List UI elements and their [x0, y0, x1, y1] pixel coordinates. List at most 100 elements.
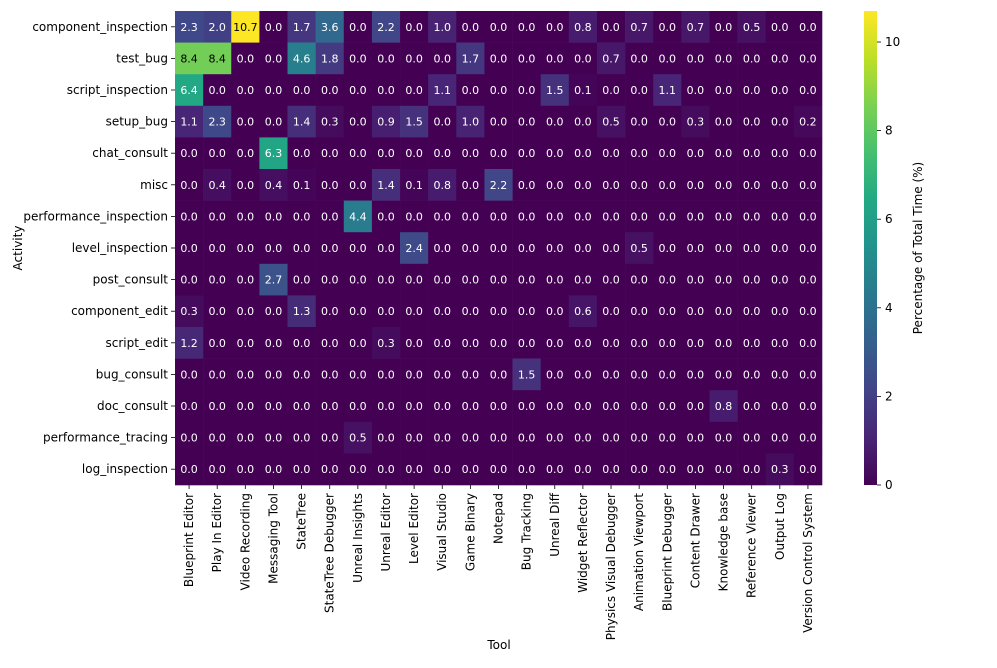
heatmap-cell-script-inspection-play-in-editor [203, 74, 232, 107]
heatmap-cell-level-inspection-reference-viewer [737, 232, 767, 265]
heatmap-cell-component-inspection-physics-visual-debugger [596, 11, 626, 43]
colorbar-tick-label: 10 [885, 35, 900, 49]
heatmap-cell-level-inspection-widget-reflector [568, 232, 598, 265]
heatmap-cell-doc-consult-content-drawer [681, 390, 710, 423]
heatmap-cell-label: 10.7 [233, 21, 258, 34]
heatmap-cell-label: 0.0 [462, 400, 480, 413]
heatmap-cell-component-edit-reference-viewer [737, 295, 767, 328]
heatmap-cell-label: 0.0 [799, 400, 817, 413]
heatmap-cell-label: 0.0 [405, 21, 423, 34]
heatmap-cell-label: 2.2 [490, 179, 508, 192]
heatmap-cell-script-edit-game-binary [456, 327, 485, 359]
heatmap-cell-bug-consult-visual-studio [428, 358, 457, 391]
heatmap-cell-log-inspection-reference-viewer [737, 453, 767, 486]
heatmap-cell-setup-bug-play-in-editor [203, 105, 232, 138]
y-tick-label-doc-consult: doc_consult [97, 399, 168, 413]
heatmap-cell-label: 0.0 [659, 274, 677, 287]
heatmap-cell-test-bug-unreal-editor [371, 42, 401, 75]
heatmap-cell-post-consult-output-log [765, 263, 795, 296]
heatmap-cell-label: 0.0 [630, 116, 648, 129]
heatmap-cell-label: 2.7 [265, 274, 283, 287]
heatmap-cell-doc-consult-output-log [765, 390, 795, 423]
heatmap-cell-log-inspection-unreal-diff [540, 453, 570, 486]
heatmap-cell-misc-unreal-insights [343, 169, 373, 201]
heatmap-cell-performance-tracing-game-binary [456, 421, 485, 454]
heatmap-cell-label: 0.8 [574, 21, 592, 34]
heatmap-cell-chat-consult-bug-tracking [512, 137, 541, 170]
heatmap-cell-label: 0.0 [659, 210, 677, 223]
heatmap-cell-component-edit-level-editor [400, 295, 429, 328]
heatmap-cell-doc-consult-animation-viewport [625, 390, 654, 423]
heatmap-cell-post-consult-unreal-editor [371, 263, 401, 296]
y-tick-label-performance-tracing: performance_tracing [43, 431, 168, 445]
heatmap-cell-label: 0.0 [546, 210, 564, 223]
heatmap-cell-label: 0.0 [321, 305, 339, 318]
heatmap-cell-label: 0.0 [799, 84, 817, 97]
heatmap-cell-component-inspection-knowledge-base [709, 11, 738, 43]
heatmap-cell-label: 1.7 [462, 52, 480, 65]
heatmap-cell-script-edit-play-in-editor [203, 327, 232, 359]
heatmap-cell-test-bug-unreal-diff [540, 42, 570, 75]
y-axis-label: Activity [11, 226, 25, 271]
heatmap-cell-label: 0.0 [208, 432, 226, 445]
heatmap-cell-bug-consult-physics-visual-debugger [596, 358, 626, 391]
heatmap-cell-label: 0.0 [405, 84, 423, 97]
heatmap-cell-performance-tracing-output-log [765, 421, 795, 454]
heatmap-cell-misc-game-binary [456, 169, 485, 201]
heatmap-cell-bug-consult-unreal-insights [343, 358, 373, 391]
heatmap-cell-misc-blueprint-debugger [653, 169, 682, 201]
x-tick-label-blueprint-debugger: Blueprint Debugger [660, 493, 674, 611]
x-tick-label-unreal-editor: Unreal Editor [379, 493, 393, 572]
heatmap-cell-label: 0.0 [715, 337, 733, 350]
colorbar-tick-label: 2 [885, 389, 893, 403]
heatmap-cell-label: 0.0 [405, 52, 423, 65]
heatmap-cell-label: 0.0 [321, 147, 339, 160]
heatmap-cell-post-consult-video-recording [231, 263, 260, 296]
heatmap-cell-label: 0.0 [321, 463, 339, 476]
heatmap-cell-setup-bug-level-editor [400, 105, 429, 138]
heatmap-cell-label: 0.0 [574, 52, 592, 65]
colorbar [864, 11, 877, 485]
heatmap-cell-performance-inspection-statetree-debugger [315, 200, 345, 233]
heatmap-cell-bug-consult-knowledge-base [709, 358, 738, 391]
heatmap-cell-label: 0.0 [208, 400, 226, 413]
heatmap-cell-misc-animation-viewport [625, 169, 654, 201]
heatmap-cell-bug-consult-unreal-diff [540, 358, 570, 391]
heatmap-cell-script-edit-widget-reflector [568, 327, 598, 359]
heatmap-cell-label: 0.0 [490, 242, 508, 255]
heatmap-cell-label: 0.0 [349, 84, 367, 97]
heatmap-cell-component-edit-version-control-system [793, 295, 823, 328]
heatmap-cell-script-edit-knowledge-base [709, 327, 738, 359]
heatmap-cell-test-bug-blueprint-editor [175, 42, 204, 75]
heatmap-cell-level-inspection-animation-viewport [625, 232, 654, 265]
heatmap-cell-label: 1.7 [293, 21, 311, 34]
heatmap-cell-label: 0.0 [405, 368, 423, 381]
heatmap-cell-performance-inspection-unreal-editor [371, 200, 401, 233]
heatmap-cell-label: 0.0 [630, 337, 648, 350]
heatmap-cell-component-edit-statetree [287, 295, 316, 328]
heatmap-cell-label: 0.3 [377, 337, 395, 350]
heatmap-cell-label: 0.0 [518, 305, 536, 318]
heatmap-cell-label: 0.7 [687, 21, 705, 34]
heatmap-cell-label: 0.0 [321, 368, 339, 381]
heatmap-cell-label: 0.0 [574, 432, 592, 445]
heatmap-cell-label: 0.0 [602, 305, 620, 318]
heatmap-cell-component-inspection-blueprint-editor [175, 11, 204, 43]
heatmap-cell-misc-visual-studio [428, 169, 457, 201]
heatmap-cell-component-edit-blueprint-debugger [653, 295, 682, 328]
heatmap-cell-script-edit-version-control-system [793, 327, 823, 359]
heatmap-cell-test-bug-messaging-tool [259, 42, 288, 75]
heatmap-cell-label: 8.4 [180, 52, 198, 65]
heatmap-cell-doc-consult-visual-studio [428, 390, 457, 423]
heatmap-cell-label: 0.0 [602, 84, 620, 97]
heatmap-cell-label: 1.3 [293, 305, 311, 318]
heatmap-cell-label: 0.0 [771, 179, 789, 192]
heatmap-cell-label: 0.0 [293, 210, 311, 223]
heatmap-cell-script-inspection-video-recording [231, 74, 260, 107]
heatmap-cell-label: 0.0 [602, 210, 620, 223]
heatmap-cell-label: 0.0 [462, 242, 480, 255]
heatmap-cell-label: 4.6 [293, 52, 311, 65]
heatmap-cell-label: 0.0 [518, 116, 536, 129]
heatmap-cell-label: 0.2 [799, 116, 817, 129]
heatmap-cell-label: 0.0 [433, 147, 451, 160]
